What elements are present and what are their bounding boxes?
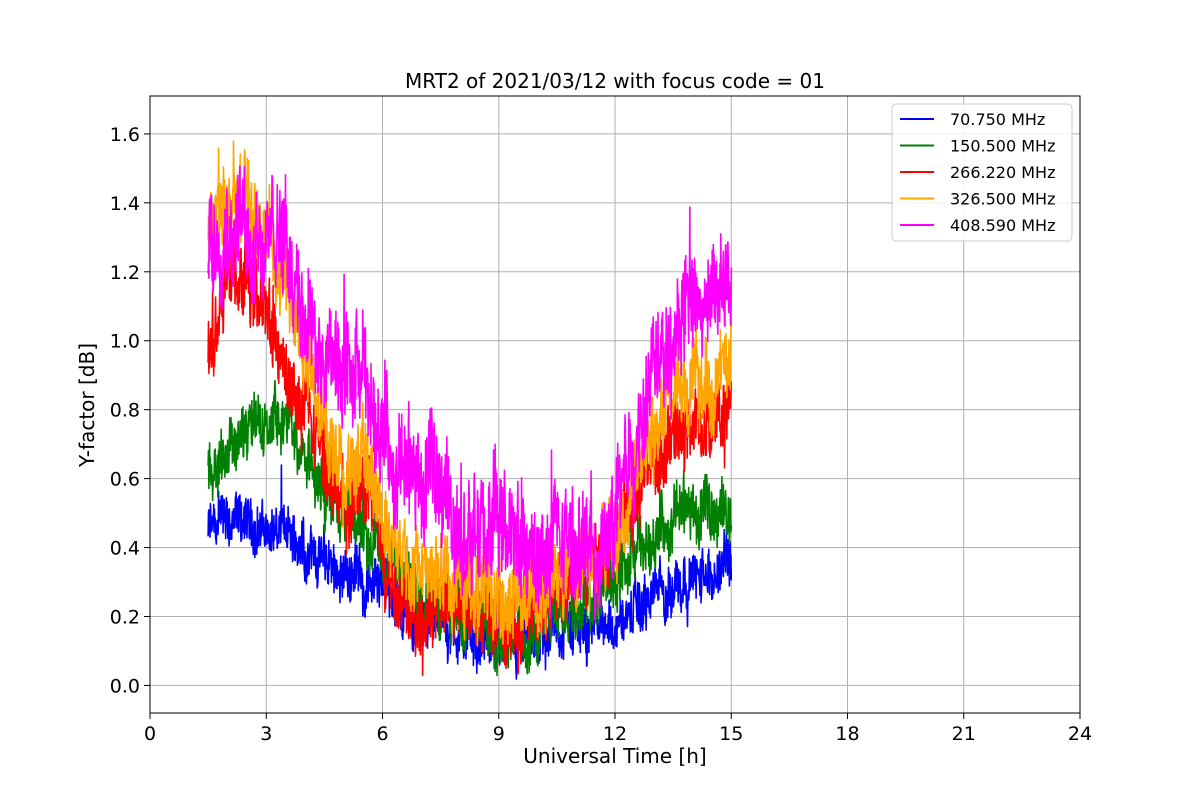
grid-lines — [149, 96, 1081, 713]
x-tick-label: 21 — [952, 723, 976, 745]
y-axis-label: Y-factor [dB] — [75, 343, 99, 468]
series-line-4 — [207, 165, 733, 621]
x-axis-ticks: 0 3 6 9 12 15 18 21 24 — [144, 713, 1092, 745]
legend-label-3: 326.500 MHz — [950, 190, 1055, 209]
y-tick-label: 0.6 — [110, 469, 140, 491]
y-tick-label: 1.4 — [110, 193, 140, 215]
series-layer — [207, 140, 733, 680]
x-tick-label: 12 — [603, 723, 627, 745]
y-axis-ticks: 0.0 0.2 0.4 0.6 0.8 1.0 1.2 1.4 1.6 — [110, 124, 150, 697]
legend-box — [891, 103, 1073, 242]
x-axis-label: Universal Time [h] — [523, 744, 706, 768]
y-tick-label: 0.0 — [110, 675, 140, 697]
legend-label-4: 408.590 MHz — [950, 216, 1055, 235]
x-tick-label: 18 — [835, 723, 859, 745]
chart-title: MRT2 of 2021/03/12 with focus code = 01 — [405, 69, 825, 93]
y-tick-label: 0.4 — [110, 538, 140, 560]
legend-label-1: 150.500 MHz — [950, 137, 1055, 156]
y-tick-label: 1.6 — [110, 124, 140, 146]
y-tick-label: 0.8 — [110, 400, 140, 422]
legend-label-0: 70.750 MHz — [950, 110, 1045, 129]
x-tick-label: 15 — [719, 723, 743, 745]
x-tick-label: 6 — [376, 723, 388, 745]
x-tick-label: 9 — [493, 723, 505, 745]
x-tick-label: 24 — [1068, 723, 1092, 745]
x-tick-label: 0 — [144, 723, 156, 745]
y-tick-label: 0.2 — [110, 606, 140, 628]
x-tick-label: 3 — [260, 723, 272, 745]
y-tick-label: 1.2 — [110, 262, 140, 284]
series-line-2 — [207, 228, 733, 677]
legend: 70.750 MHz 150.500 MHz 266.220 MHz 326.500 … — [891, 103, 1073, 242]
y-tick-label: 1.0 — [110, 331, 140, 353]
legend-label-2: 266.220 MHz — [950, 163, 1055, 182]
